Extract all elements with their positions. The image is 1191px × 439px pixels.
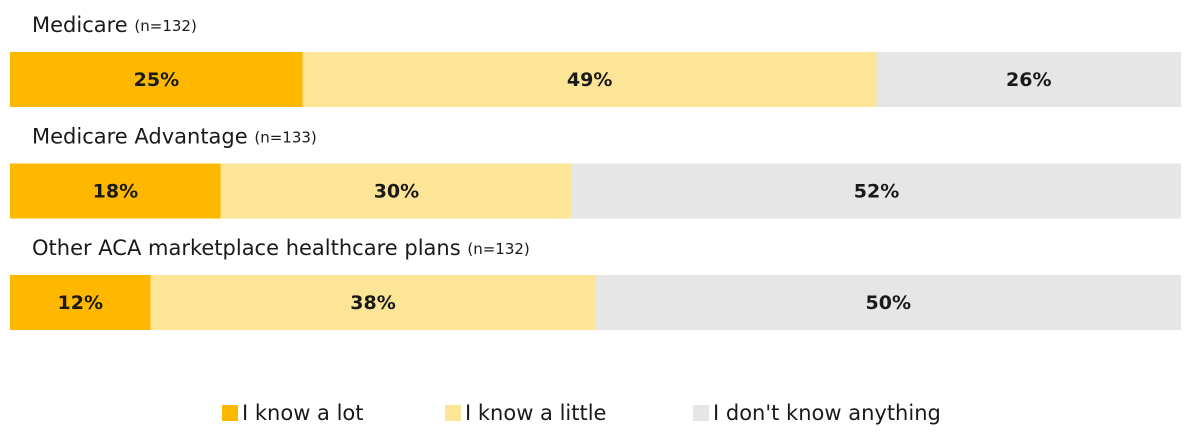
category-note: (n=132) <box>134 17 196 35</box>
bar-segment <box>572 163 1181 219</box>
bar-segment <box>10 275 151 330</box>
value-label: 18% <box>93 181 138 203</box>
category-name: Other ACA marketplace healthcare plans <box>32 236 461 260</box>
value-label: 50% <box>866 292 911 314</box>
bar-segment <box>10 52 303 107</box>
bar-segment <box>220 163 573 219</box>
legend-swatch <box>693 405 709 421</box>
value-label: 30% <box>374 181 419 203</box>
bar-segment <box>595 275 1181 330</box>
bar-segment <box>10 163 221 219</box>
category-label: Medicare (n=132) <box>32 13 197 37</box>
category-label: Other ACA marketplace healthcare plans (… <box>32 236 530 260</box>
category-label: Medicare Advantage (n=133) <box>32 125 317 149</box>
legend-label: I know a little <box>465 401 606 425</box>
value-label: 38% <box>350 292 395 314</box>
category-note: (n=132) <box>467 240 529 258</box>
value-label: 12% <box>58 292 103 314</box>
value-label: 25% <box>134 69 179 91</box>
legend-label: I don't know anything <box>713 401 941 425</box>
value-label: 26% <box>1006 69 1051 91</box>
category-name: Medicare <box>32 13 128 37</box>
legend-label: I know a lot <box>242 401 364 425</box>
bar-segment <box>150 275 596 330</box>
category-note: (n=133) <box>254 128 316 146</box>
bar-segment <box>876 52 1181 107</box>
value-label: 49% <box>567 69 612 91</box>
category-name: Medicare Advantage <box>32 125 248 149</box>
bar-segment <box>302 52 877 107</box>
value-label: 52% <box>854 181 899 203</box>
legend-swatch <box>445 405 461 421</box>
legend-swatch <box>222 405 238 421</box>
